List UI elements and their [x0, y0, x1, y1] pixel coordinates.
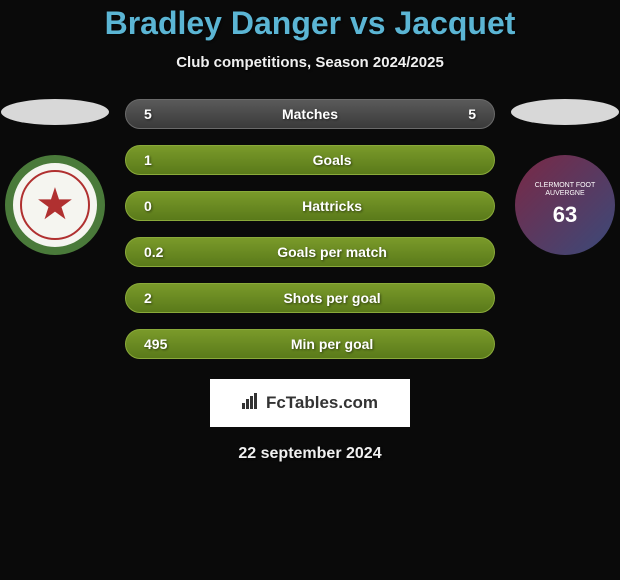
stat-label: Goals — [313, 152, 352, 168]
chart-icon — [242, 393, 260, 414]
stats-column: 5 Matches 5 1 Goals 0 Hattricks 0.2 Goal… — [125, 99, 495, 359]
subtitle: Club competitions, Season 2024/2025 — [0, 54, 620, 71]
stat-label: Goals per match — [277, 244, 387, 260]
stat-left-value: 1 — [144, 152, 184, 168]
stat-row-gpm: 0.2 Goals per match — [125, 237, 495, 267]
badge-right-number: 63 — [553, 202, 577, 228]
stat-row-goals: 1 Goals — [125, 145, 495, 175]
footer-brand-text: FcTables.com — [266, 393, 378, 413]
right-column: CLERMONT FOOT AUVERGNE 63 — [510, 99, 620, 255]
stat-label: Matches — [282, 106, 338, 122]
date-text: 22 september 2024 — [0, 445, 620, 463]
left-column: ★ — [0, 99, 110, 255]
stat-left-value: 2 — [144, 290, 184, 306]
club-badge-right: CLERMONT FOOT AUVERGNE 63 — [515, 155, 615, 255]
stat-label: Min per goal — [291, 336, 373, 352]
player-placeholder-right — [511, 99, 619, 125]
stat-row-spg: 2 Shots per goal — [125, 283, 495, 313]
badge-right-top: CLERMONT FOOT — [535, 182, 596, 190]
stat-left-value: 5 — [144, 106, 184, 122]
stat-label: Hattricks — [302, 198, 362, 214]
page-title: Bradley Danger vs Jacquet — [0, 5, 620, 42]
star-icon: ★ — [35, 183, 74, 227]
stat-row-mpg: 495 Min per goal — [125, 329, 495, 359]
stat-row-matches: 5 Matches 5 — [125, 99, 495, 129]
badge-right-mid: AUVERGNE — [545, 190, 584, 198]
club-badge-left: ★ — [5, 155, 105, 255]
stat-left-value: 0.2 — [144, 244, 184, 260]
stat-row-hattricks: 0 Hattricks — [125, 191, 495, 221]
stat-label: Shots per goal — [283, 290, 380, 306]
stat-left-value: 495 — [144, 336, 184, 352]
stat-right-value: 5 — [436, 106, 476, 122]
stat-left-value: 0 — [144, 198, 184, 214]
footer-brand[interactable]: FcTables.com — [210, 379, 410, 427]
player-placeholder-left — [1, 99, 109, 125]
main-container: Bradley Danger vs Jacquet Club competiti… — [0, 0, 620, 463]
badge-left-inner: ★ — [20, 170, 90, 240]
comparison-area: ★ 5 Matches 5 1 Goals 0 Hattricks 0.2 — [0, 99, 620, 359]
